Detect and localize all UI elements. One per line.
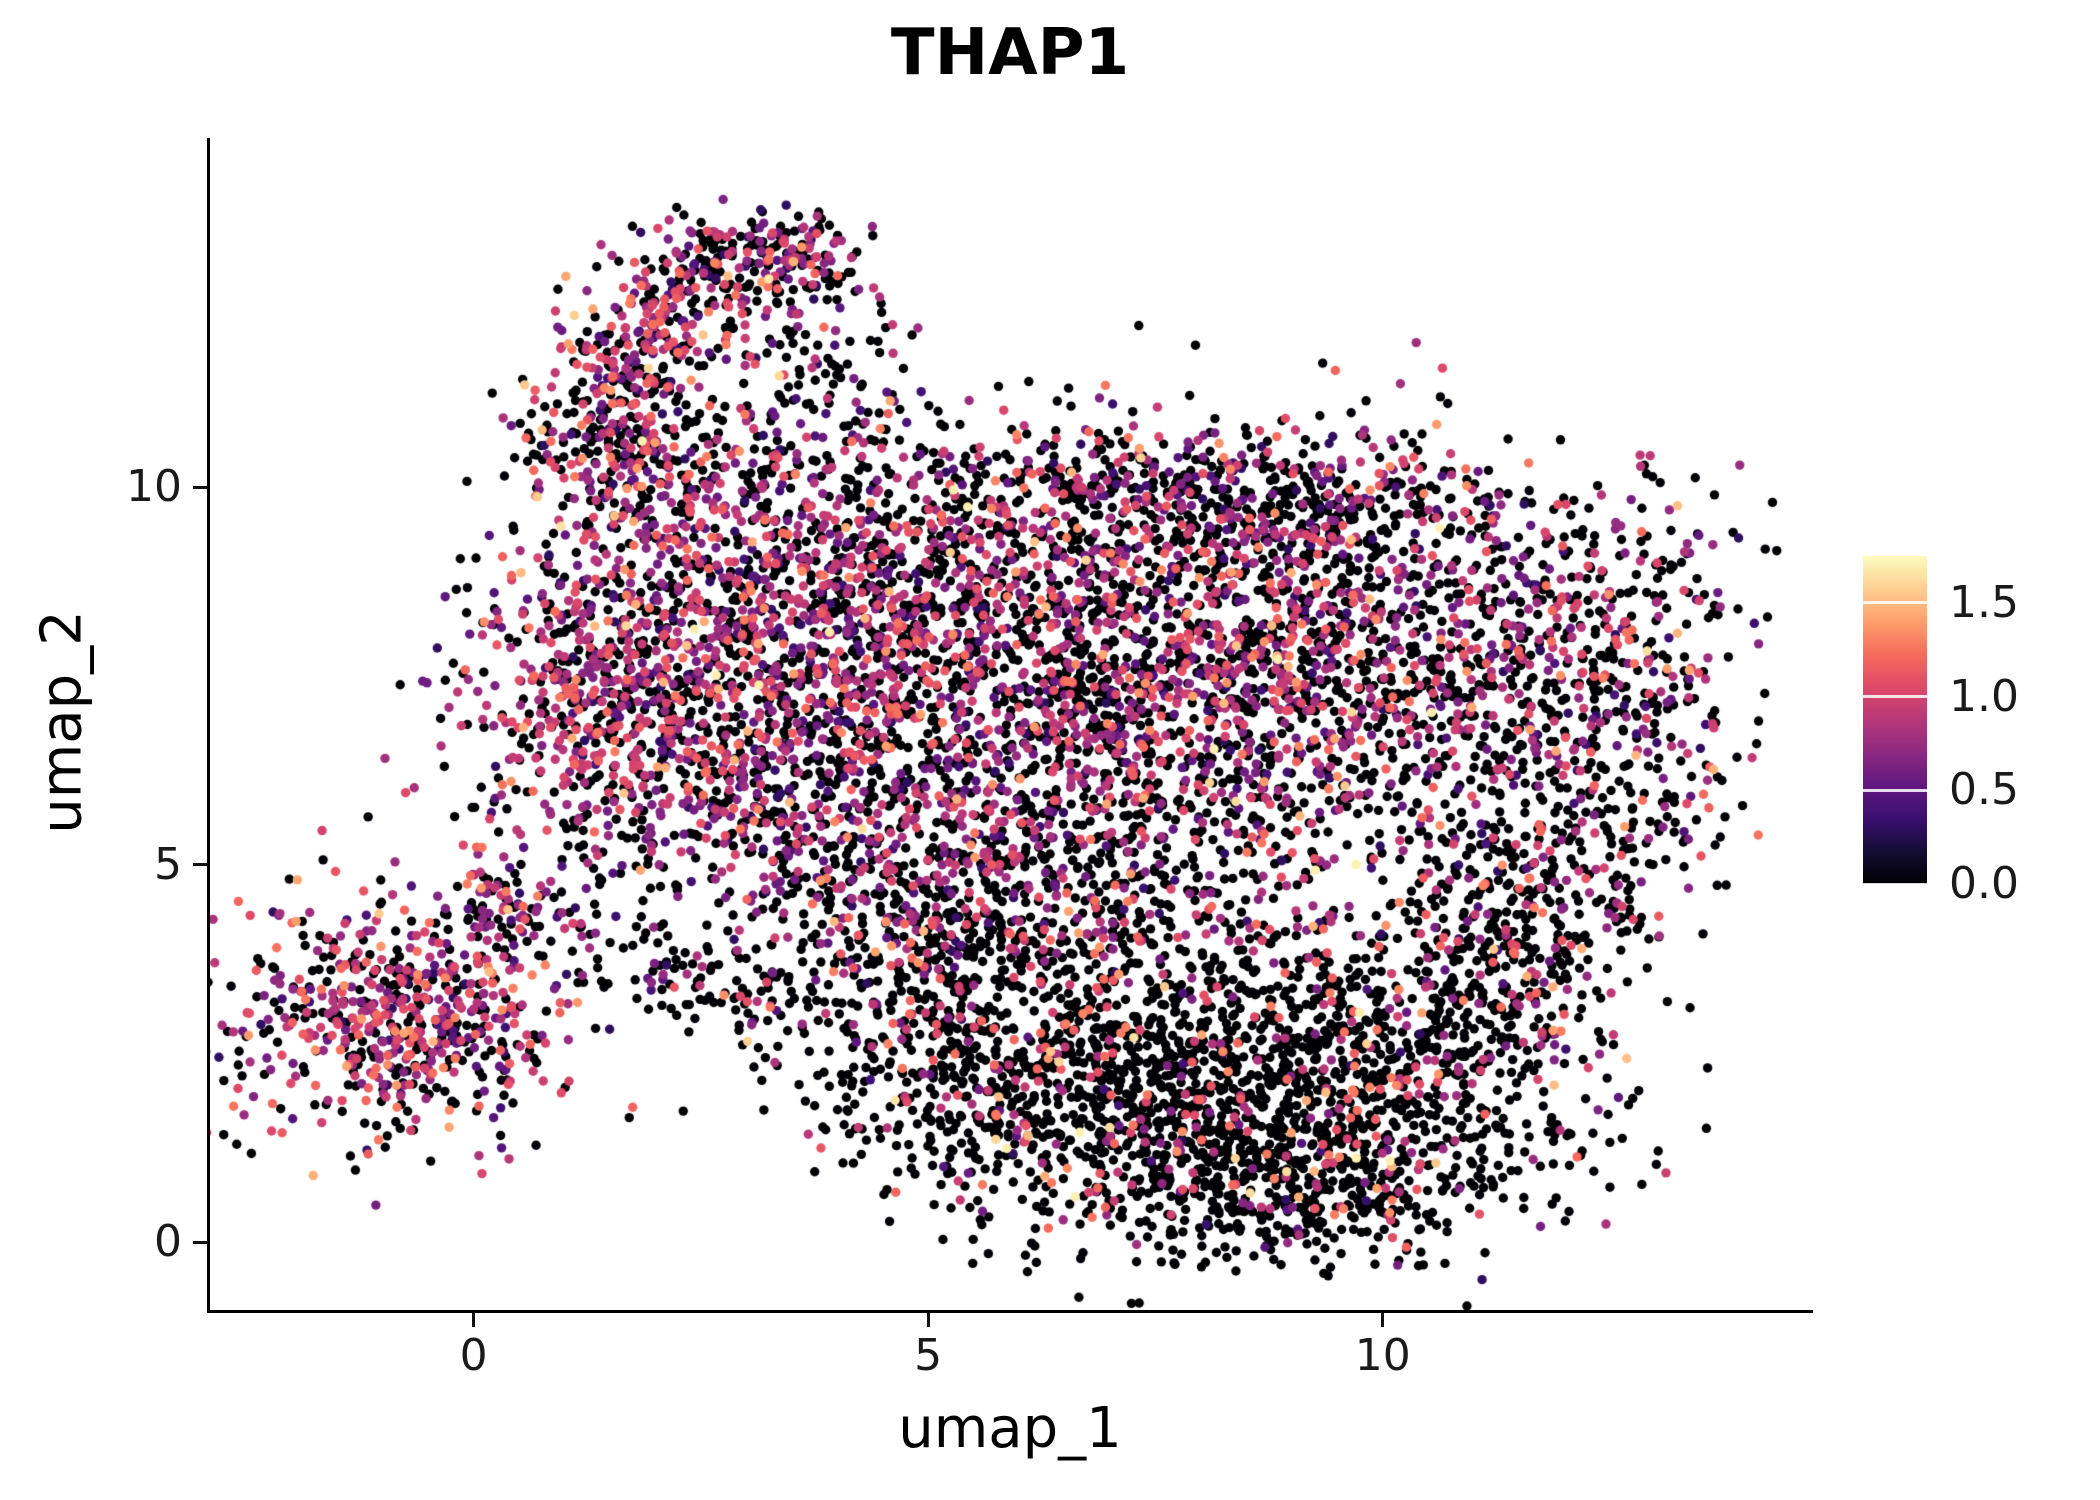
colorbar-tick-label: 0.5 <box>1949 764 2019 816</box>
y-axis-tick-label: 5 <box>154 838 182 890</box>
x-axis-tick <box>472 1313 476 1327</box>
y-axis-tick <box>193 1240 207 1244</box>
y-axis-tick <box>193 485 207 489</box>
colorbar-tick-label: 1.5 <box>1949 576 2019 628</box>
colorbar-legend <box>1863 556 1927 884</box>
x-axis-title: umap_1 <box>898 1396 1122 1461</box>
colorbar-tick <box>1863 601 1927 605</box>
y-axis-line <box>207 138 210 1313</box>
colorbar-tick <box>1863 695 1927 699</box>
scatter-canvas <box>210 140 1810 1310</box>
y-axis-tick-label: 0 <box>154 1216 182 1268</box>
x-axis-tick-label: 10 <box>1354 1330 1411 1381</box>
x-axis-tick <box>1381 1313 1385 1327</box>
plot-title: THAP1 <box>890 16 1130 90</box>
y-axis-tick <box>193 863 207 867</box>
colorbar-tick-label: 0.0 <box>1949 858 2019 909</box>
colorbar-gradient <box>1863 556 1927 884</box>
colorbar-tick <box>1863 788 1927 792</box>
colorbar-tick <box>1863 882 1927 886</box>
colorbar-tick-label: 1.0 <box>1949 670 2019 722</box>
x-axis-tick-label: 0 <box>459 1330 488 1381</box>
x-axis-tick <box>926 1313 930 1327</box>
y-axis-title: umap_2 <box>29 610 95 834</box>
x-axis-line <box>207 1310 1813 1313</box>
y-axis-tick-label: 10 <box>126 461 182 513</box>
x-axis-tick-label: 5 <box>914 1330 943 1381</box>
